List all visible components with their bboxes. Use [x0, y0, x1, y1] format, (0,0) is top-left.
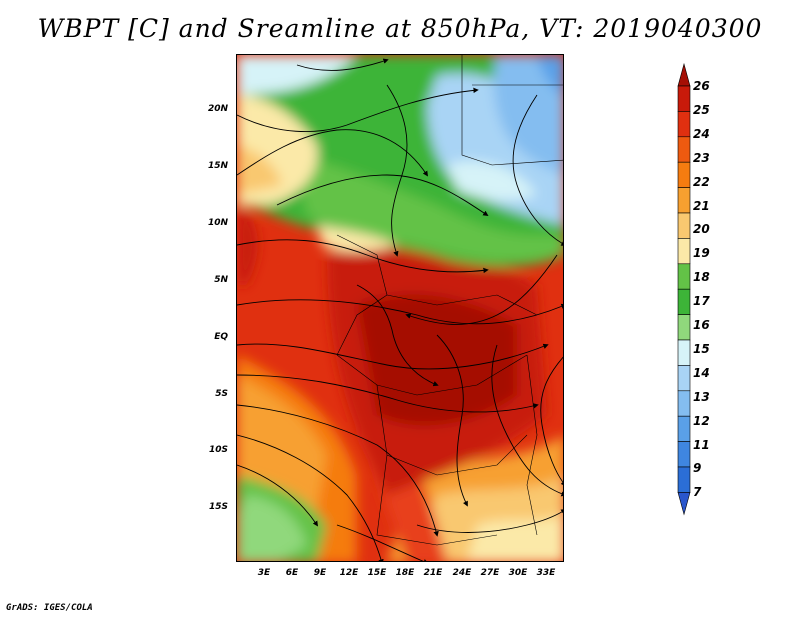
lon-label-27e: 27E — [480, 568, 500, 578]
colorbar-tick-label: 14 — [693, 365, 710, 380]
colorbar-bottom-arrow — [677, 492, 691, 516]
lon-label-12e: 12E — [339, 568, 359, 578]
map-panel — [236, 54, 564, 562]
lat-label-20n: 20N — [207, 104, 228, 114]
colorbar-tick-label: 11 — [693, 437, 710, 452]
colorbar-tick-label: 21 — [693, 198, 710, 213]
colorbar-tick-label: 20 — [693, 222, 710, 237]
colorbar-tick-label: 15 — [693, 341, 710, 356]
colorbar-top-arrow — [677, 62, 691, 87]
colorbar-swatch — [677, 161, 691, 188]
lat-label-5s: 5S — [215, 389, 228, 399]
lon-label-6e: 6E — [285, 568, 299, 578]
lon-label-21e: 21E — [423, 568, 443, 578]
colorbar-swatch — [677, 288, 691, 315]
colorbar-tick-label: 17 — [693, 294, 710, 309]
country-borders — [336, 55, 563, 546]
lon-label-30e: 30E — [508, 568, 528, 578]
colorbar-tick-label: 26 — [693, 79, 710, 93]
lon-label-18e: 18E — [395, 568, 415, 578]
colorbar-tick-label: 9 — [693, 461, 702, 476]
colorbar — [677, 62, 691, 516]
lon-label-3e: 3E — [257, 568, 271, 578]
colorbar-swatch — [677, 136, 691, 163]
wbpt-field-map — [237, 55, 563, 561]
lat-label-10n: 10N — [207, 218, 228, 228]
lat-label-5n: 5N — [214, 275, 228, 285]
colorbar-swatch — [677, 365, 691, 392]
colorbar-tick-label: 19 — [693, 246, 710, 261]
lat-label-15n: 15N — [207, 161, 228, 171]
colorbar-tick-label: 16 — [693, 318, 710, 333]
colorbar-swatch — [677, 441, 691, 468]
colorbar-tick-label: 23 — [693, 150, 710, 165]
chart-title: WBPT [C] and Sreamline at 850hPa, VT: 20… — [37, 14, 763, 43]
colorbar-swatch — [677, 187, 691, 214]
lon-label-15e: 15E — [367, 568, 387, 578]
lon-label-9e: 9E — [313, 568, 327, 578]
colorbar-swatch — [677, 314, 691, 341]
streamlines — [237, 58, 563, 561]
colorbar-swatch — [677, 415, 691, 442]
colorbar-swatch — [677, 466, 691, 493]
colorbar-tick-label: 7 — [693, 485, 702, 500]
colorbar-swatch — [677, 390, 691, 417]
colorbar-tick-label: 12 — [693, 413, 710, 428]
lon-label-33e: 33E — [536, 568, 556, 578]
colorbar-tick-label: 25 — [693, 102, 710, 117]
colorbar-tick-label: 18 — [693, 270, 710, 285]
colorbar-swatch — [677, 339, 691, 366]
colorbar-swatch — [677, 238, 691, 265]
lat-label-10s: 10S — [208, 445, 228, 455]
field-shading — [237, 55, 563, 561]
credit-text: GrADS: IGES/COLA — [6, 603, 93, 613]
colorbar-swatch — [677, 212, 691, 239]
colorbar-tick-label: 22 — [693, 174, 710, 189]
colorbar-swatch — [677, 111, 691, 138]
lat-label-eq: EQ — [214, 332, 228, 342]
colorbar-swatch — [677, 263, 691, 290]
lon-label-24e: 24E — [452, 568, 472, 578]
colorbar-tick-label: 13 — [693, 389, 710, 404]
colorbar-swatch — [677, 85, 691, 112]
colorbar-tick-label: 24 — [693, 126, 710, 141]
lat-label-15s: 15S — [208, 502, 228, 512]
